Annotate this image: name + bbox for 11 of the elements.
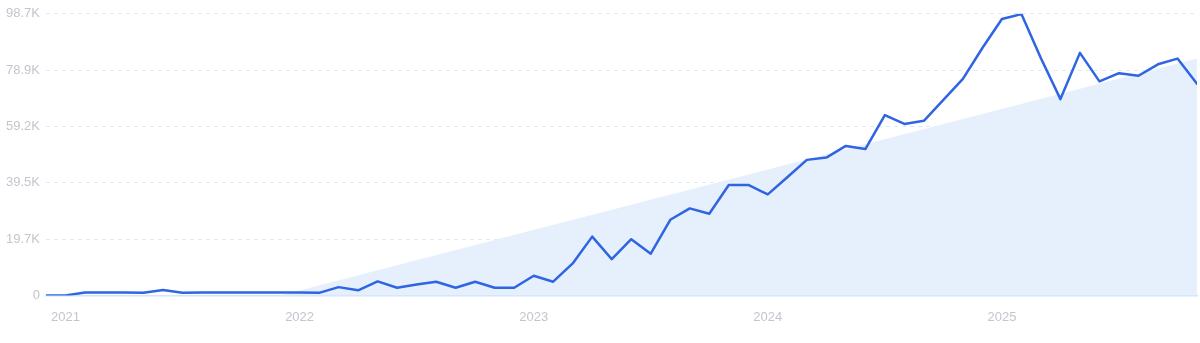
- y-tick-label: 0: [32, 286, 40, 302]
- x-tick-label: 2022: [285, 308, 315, 324]
- x-tick-label: 2025: [987, 308, 1017, 324]
- y-tick-label: 78.9K: [5, 61, 41, 77]
- x-tick-label: 2023: [519, 308, 549, 324]
- y-tick-label: 98.7K: [5, 5, 41, 21]
- y-tick-label: 59.2K: [5, 118, 41, 134]
- x-tick-label: 2024: [753, 308, 783, 324]
- y-tick-label: 39.5K: [5, 174, 41, 190]
- y-tick-label: 19.7K: [5, 230, 41, 246]
- x-tick-label: 2021: [51, 308, 80, 324]
